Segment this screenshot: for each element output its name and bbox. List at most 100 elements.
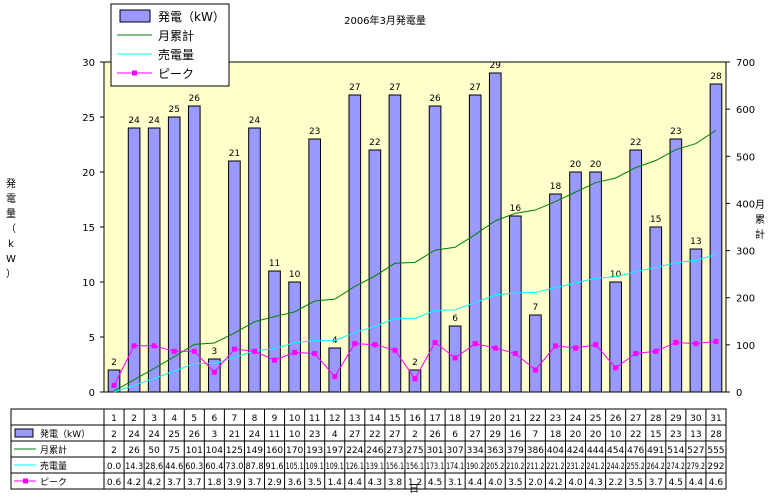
table-cell: 4.4 <box>348 478 363 488</box>
series-marker <box>352 341 358 347</box>
y2-tick-label: 100 <box>736 341 755 352</box>
table-cell: 11 <box>269 430 280 440</box>
series-marker <box>211 369 217 375</box>
table-cell: 4.3 <box>588 478 602 488</box>
bar <box>388 94 402 393</box>
table-cell: 3.5 <box>508 478 522 488</box>
table-key <box>14 428 34 438</box>
table-cell: 246 <box>366 446 383 456</box>
x-tick-label: 6 <box>211 414 217 424</box>
table-cell: 2 <box>111 430 117 440</box>
series-marker <box>593 342 599 348</box>
legend-label: 月累計 <box>158 28 194 43</box>
table-cell: 3.8 <box>388 478 403 488</box>
series-line <box>113 129 717 392</box>
series-marker <box>673 340 679 345</box>
table-border <box>10 408 727 490</box>
series-marker <box>552 343 558 349</box>
table-cell: 109.1 <box>306 462 324 472</box>
table-cell: 60.4 <box>205 462 223 472</box>
table-cell: 170 <box>286 446 303 456</box>
table-cell: 75 <box>168 446 179 456</box>
bar <box>549 193 562 393</box>
legend-label: 発電（kW） <box>158 10 225 24</box>
y-tick-label: 5 <box>89 333 95 344</box>
bar-data-label: 10 <box>289 270 301 280</box>
x-tick-label: 15 <box>389 414 400 424</box>
table-cell: 1.2 <box>408 478 422 488</box>
bar-data-label: 22 <box>630 138 641 148</box>
table-cell: 4.2 <box>127 478 141 488</box>
x-tick-label: 28 <box>650 414 662 424</box>
x-tick-label: 2 <box>131 414 137 424</box>
table-cell: 3.9 <box>227 478 242 488</box>
bar <box>187 105 201 393</box>
x-tick-label: 29 <box>670 414 682 424</box>
table-cell: 275 <box>406 446 423 456</box>
table-cell: 334 <box>467 446 484 456</box>
bar-data-label: 22 <box>369 138 380 148</box>
table-series-name: 月累計 <box>40 444 67 456</box>
table-cell: 173.1 <box>426 462 444 472</box>
bar <box>589 171 602 393</box>
table-cell: 307 <box>447 446 464 456</box>
y-axis-title-char: ） <box>6 268 16 280</box>
y2-tick-label: 0 <box>736 388 742 399</box>
bar <box>669 138 683 393</box>
legend-marker <box>132 70 137 76</box>
table-cell: 386 <box>527 446 544 456</box>
table-cell: 4.5 <box>428 478 442 488</box>
table-cell: 3.5 <box>308 478 322 488</box>
bar <box>649 226 663 393</box>
bar-data-label: 24 <box>249 116 261 126</box>
table-cell: 241.2 <box>587 462 605 472</box>
x-tick-label: 19 <box>469 414 481 424</box>
bar <box>609 281 622 393</box>
bar-data-label: 23 <box>670 127 681 137</box>
bar-data-label: 24 <box>128 116 140 126</box>
table-cell: 231.2 <box>566 462 584 472</box>
table-cell: 3.5 <box>629 478 643 488</box>
table-cell: 29 <box>490 430 502 440</box>
table-cell: 28.6 <box>145 462 163 472</box>
table-cell: 274.2 <box>667 462 685 472</box>
bar-data-label: 28 <box>710 72 722 82</box>
x-tick-label: 5 <box>191 414 197 424</box>
x-tick-label: 18 <box>449 414 461 424</box>
series-marker <box>151 343 157 349</box>
table-cell: 1.4 <box>328 478 343 488</box>
series-marker <box>272 357 278 363</box>
data-table: 1 2 3 4 5 6 7 8 9 10 11 12 13 14 15 16 17 18 19 20 21 22 23 24 2… <box>10 408 727 490</box>
x-tick-label: 1 <box>111 414 117 424</box>
table-cell: 476 <box>627 446 644 456</box>
series-marker <box>312 351 318 356</box>
bar <box>228 160 241 393</box>
table-cell: 10 <box>610 430 622 440</box>
table-cell: 197 <box>326 446 343 456</box>
bar-data-label: 20 <box>570 160 582 170</box>
x-tick-label: 11 <box>309 414 320 424</box>
table-cell: 73.0 <box>225 462 243 472</box>
bar <box>488 72 502 393</box>
table-cell: 44.6 <box>165 462 183 472</box>
series-marker <box>372 342 378 348</box>
x-tick-label: 9 <box>272 414 278 424</box>
table-cell: 292 <box>707 462 724 472</box>
table-cell: 27 <box>389 430 400 440</box>
series-marker <box>251 348 257 354</box>
x-tick-label: 12 <box>329 414 340 424</box>
series-marker <box>332 374 338 380</box>
table-cell: 13 <box>690 430 701 440</box>
x-tick-label: 7 <box>232 414 238 424</box>
table-cell: 125 <box>226 446 243 456</box>
series-marker <box>171 348 177 354</box>
table-cell: 279.2 <box>687 462 705 472</box>
x-tick-label: 23 <box>550 414 561 424</box>
y2-axis-title-char: 累 <box>755 214 765 226</box>
x-tick-label: 22 <box>530 414 541 424</box>
table-cell: 139.1 <box>366 462 384 472</box>
x-tick-label: 17 <box>429 414 440 424</box>
table-cell: 221.2 <box>546 462 564 472</box>
series-marker <box>532 367 538 373</box>
table-cell: 160 <box>266 446 283 456</box>
